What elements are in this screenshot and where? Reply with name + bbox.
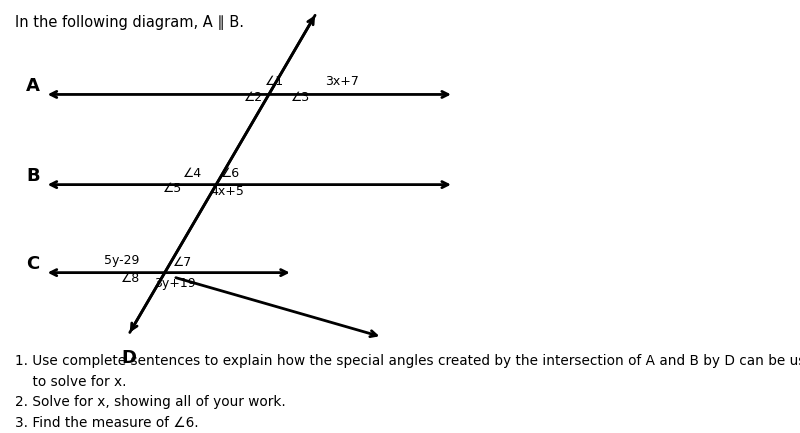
Text: 3. Find the measure of ∠6.: 3. Find the measure of ∠6. bbox=[15, 416, 198, 430]
Text: A: A bbox=[26, 77, 40, 95]
Text: 4x+5: 4x+5 bbox=[210, 184, 244, 197]
Text: 5y-29: 5y-29 bbox=[104, 254, 139, 267]
Text: 2. Solve for x, showing all of your work.: 2. Solve for x, showing all of your work… bbox=[15, 395, 286, 410]
Text: B: B bbox=[26, 167, 40, 185]
Text: D: D bbox=[121, 349, 136, 368]
Text: ∠3: ∠3 bbox=[290, 91, 310, 104]
Text: In the following diagram, A ∥ B.: In the following diagram, A ∥ B. bbox=[15, 15, 244, 30]
Text: to solve for x.: to solve for x. bbox=[15, 375, 126, 389]
Text: ∠6: ∠6 bbox=[221, 167, 240, 180]
Text: 1. Use complete sentences to explain how the special angles created by the inter: 1. Use complete sentences to explain how… bbox=[15, 354, 800, 368]
Text: ∠5: ∠5 bbox=[163, 182, 182, 195]
Text: ∠7: ∠7 bbox=[173, 256, 193, 269]
Text: ∠2: ∠2 bbox=[244, 91, 262, 104]
Text: ∠4: ∠4 bbox=[182, 167, 202, 180]
Text: ∠1: ∠1 bbox=[265, 75, 284, 88]
Text: 3x+7: 3x+7 bbox=[326, 75, 359, 88]
Text: C: C bbox=[26, 255, 39, 273]
Text: 3y+19: 3y+19 bbox=[154, 277, 196, 290]
Text: ∠8: ∠8 bbox=[121, 272, 140, 285]
